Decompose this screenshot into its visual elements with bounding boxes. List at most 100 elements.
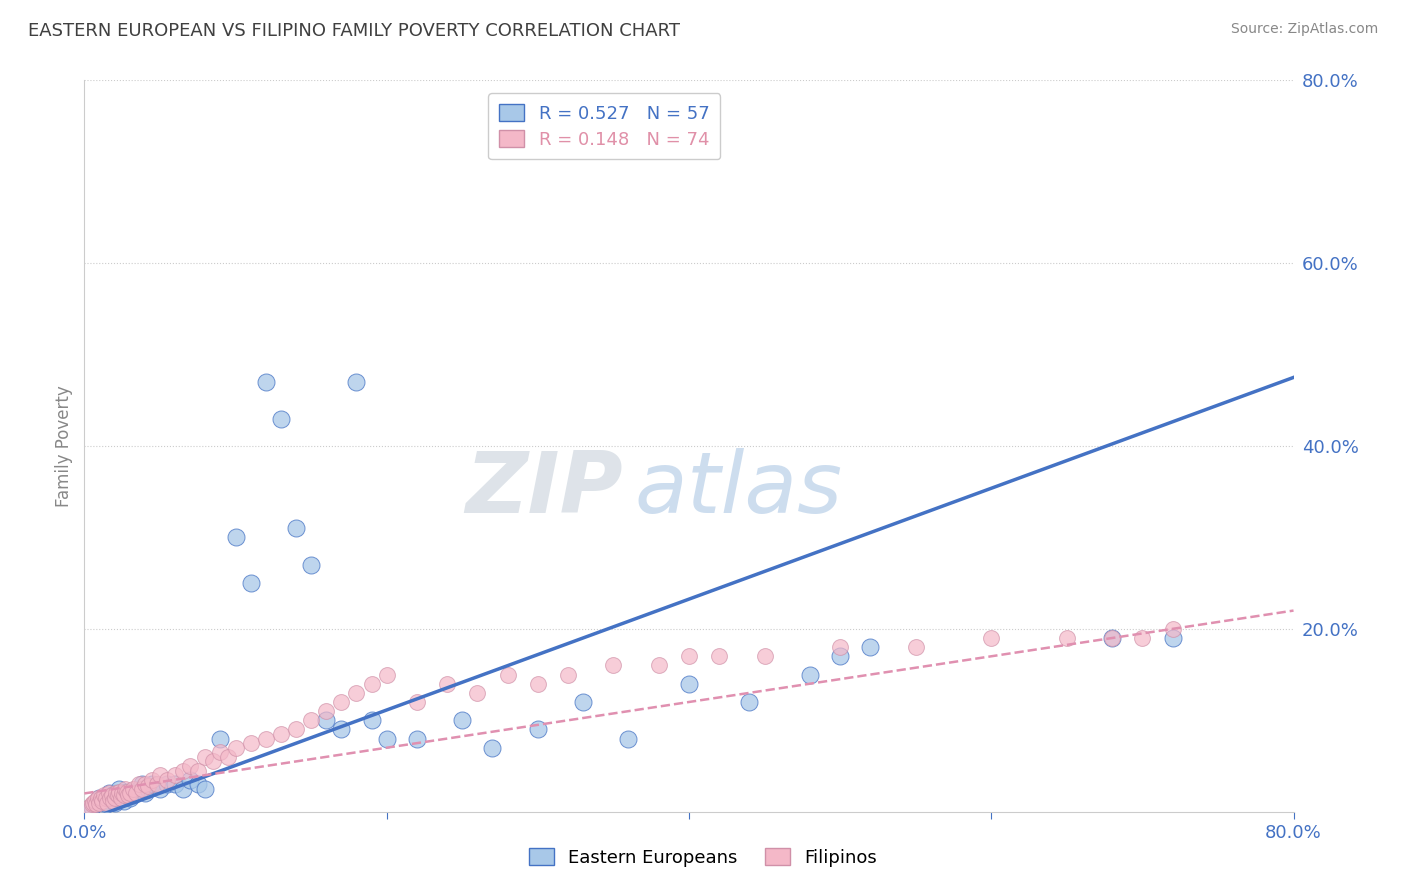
- Point: [111, 787, 134, 801]
- Point: [94, 791, 117, 805]
- Point: [100, 789, 122, 803]
- Point: [209, 745, 232, 759]
- Point: [125, 787, 148, 801]
- Point: [117, 789, 139, 803]
- Point: [617, 731, 640, 746]
- Point: [1161, 622, 1184, 636]
- Point: [77, 800, 100, 814]
- Text: ZIP: ZIP: [465, 449, 623, 532]
- Point: [187, 764, 209, 778]
- Legend: R = 0.527   N = 57, R = 0.148   N = 74: R = 0.527 N = 57, R = 0.148 N = 74: [488, 93, 720, 160]
- Point: [254, 375, 277, 389]
- Point: [156, 772, 179, 787]
- Point: [97, 787, 120, 801]
- Point: [436, 676, 458, 690]
- Point: [134, 787, 156, 801]
- Point: [904, 640, 927, 655]
- Point: [299, 714, 322, 728]
- Point: [87, 791, 110, 805]
- Point: [602, 658, 624, 673]
- Point: [121, 789, 143, 803]
- Point: [86, 797, 108, 812]
- Point: [84, 794, 107, 808]
- Point: [678, 649, 700, 664]
- Point: [375, 731, 398, 746]
- Point: [82, 796, 104, 810]
- Point: [131, 781, 153, 796]
- Point: [80, 800, 103, 814]
- Point: [360, 676, 382, 690]
- Point: [141, 777, 163, 791]
- Point: [330, 695, 353, 709]
- Point: [187, 777, 209, 791]
- Point: [225, 530, 247, 544]
- Point: [100, 789, 122, 803]
- Point: [285, 521, 308, 535]
- Point: [239, 576, 262, 591]
- Point: [172, 781, 194, 796]
- Point: [527, 723, 550, 737]
- Point: [90, 791, 112, 805]
- Point: [648, 658, 671, 673]
- Legend: Eastern Europeans, Filipinos: Eastern Europeans, Filipinos: [522, 841, 884, 874]
- Point: [97, 787, 120, 801]
- Point: [115, 784, 138, 798]
- Point: [360, 714, 382, 728]
- Point: [299, 558, 322, 572]
- Point: [134, 777, 156, 791]
- Point: [165, 768, 187, 782]
- Point: [131, 777, 153, 791]
- Point: [128, 781, 150, 796]
- Point: [107, 791, 129, 805]
- Point: [156, 777, 179, 791]
- Point: [270, 727, 292, 741]
- Point: [1161, 631, 1184, 645]
- Point: [89, 791, 111, 805]
- Point: [128, 777, 150, 791]
- Point: [114, 781, 136, 796]
- Point: [98, 791, 121, 805]
- Point: [110, 791, 132, 805]
- Point: [112, 789, 135, 803]
- Point: [115, 784, 138, 798]
- Point: [451, 714, 474, 728]
- Point: [1130, 631, 1153, 645]
- Point: [91, 796, 114, 810]
- Point: [201, 755, 224, 769]
- Point: [315, 704, 337, 718]
- Point: [141, 772, 163, 787]
- Point: [315, 714, 337, 728]
- Point: [859, 640, 882, 655]
- Point: [91, 794, 114, 808]
- Point: [1101, 631, 1123, 645]
- Point: [254, 731, 277, 746]
- Point: [112, 794, 135, 808]
- Point: [104, 791, 127, 805]
- Point: [105, 787, 128, 801]
- Point: [217, 749, 239, 764]
- Point: [406, 731, 429, 746]
- Point: [172, 764, 194, 778]
- Point: [754, 649, 776, 664]
- Point: [89, 796, 111, 810]
- Point: [830, 649, 852, 664]
- Point: [239, 736, 262, 750]
- Point: [557, 667, 579, 681]
- Point: [107, 789, 129, 803]
- Point: [108, 784, 131, 798]
- Point: [527, 676, 550, 690]
- Point: [406, 695, 429, 709]
- Point: [98, 791, 121, 805]
- Point: [225, 740, 247, 755]
- Point: [146, 777, 169, 791]
- Point: [799, 667, 821, 681]
- Point: [179, 759, 201, 773]
- Point: [330, 723, 353, 737]
- Text: atlas: atlas: [634, 449, 842, 532]
- Point: [1056, 631, 1078, 645]
- Point: [346, 686, 368, 700]
- Point: [830, 640, 852, 655]
- Point: [136, 781, 159, 796]
- Point: [1101, 631, 1123, 645]
- Point: [375, 667, 398, 681]
